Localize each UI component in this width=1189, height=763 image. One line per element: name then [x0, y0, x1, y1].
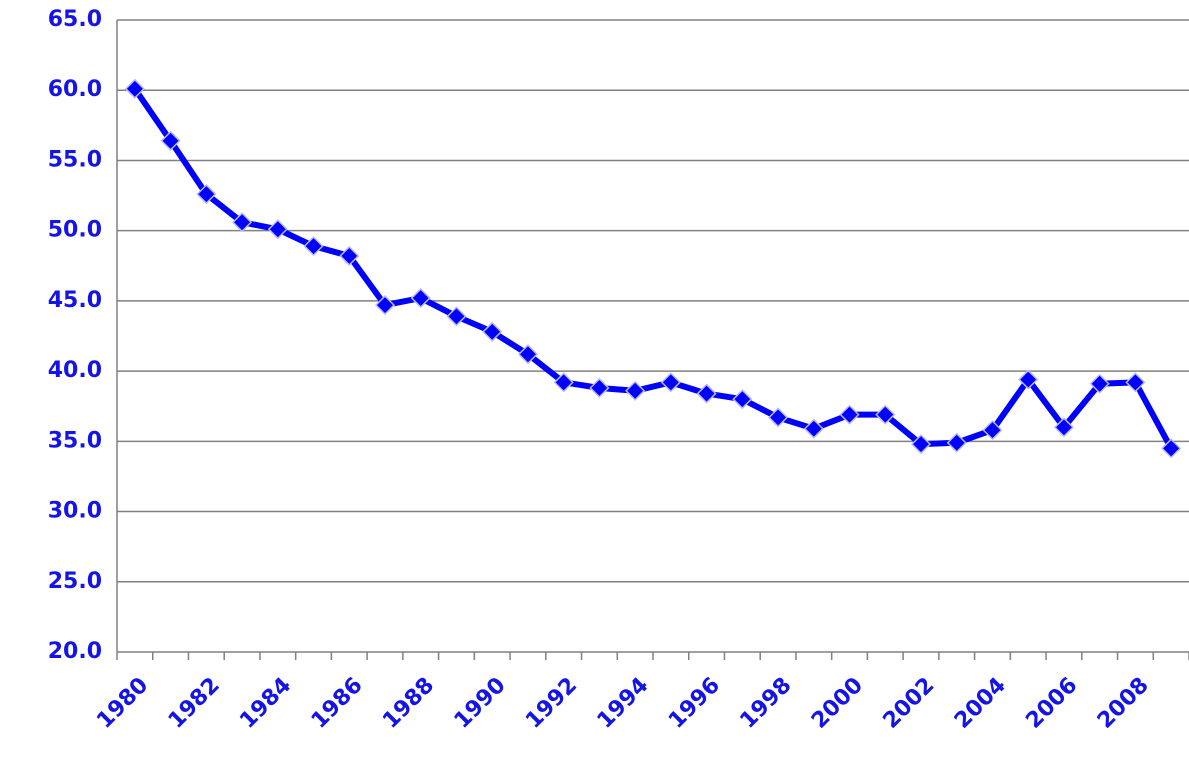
- data-marker: [482, 321, 503, 342]
- data-marker: [839, 404, 860, 425]
- data-marker: [160, 130, 181, 151]
- data-marker: [732, 389, 753, 410]
- y-tick-label: 25.0: [48, 569, 102, 594]
- x-tick-label: 1998: [736, 673, 797, 734]
- data-marker: [517, 344, 538, 365]
- data-marker: [124, 78, 145, 99]
- y-tick-label: 40.0: [48, 358, 102, 383]
- data-marker: [303, 236, 324, 257]
- x-tick-label: 1990: [450, 673, 511, 734]
- y-tick-label: 60.0: [48, 77, 102, 102]
- data-marker: [910, 434, 932, 455]
- x-tick-label: 1982: [164, 673, 225, 734]
- y-tick-label: 65.0: [48, 7, 102, 32]
- y-tick-label: 35.0: [48, 428, 102, 453]
- y-tick-label: 55.0: [48, 147, 102, 172]
- data-marker: [625, 380, 646, 401]
- data-marker: [803, 418, 824, 439]
- data-marker: [232, 212, 253, 233]
- data-marker: [1018, 369, 1039, 390]
- data-marker: [196, 184, 217, 205]
- x-tick-label: 2008: [1093, 673, 1154, 734]
- data-marker: [589, 377, 610, 399]
- data-marker: [660, 372, 681, 393]
- x-tick-label: 2004: [950, 673, 1011, 734]
- y-tick-label: 50.0: [48, 218, 102, 243]
- x-tick-label: 1980: [92, 673, 153, 734]
- data-line: [132, 87, 1174, 450]
- data-marker: [553, 372, 574, 393]
- data-marker: [1053, 417, 1074, 438]
- x-tick-label: 1994: [593, 673, 654, 734]
- data-marker: [946, 432, 967, 453]
- y-tick-label: 20.0: [48, 639, 102, 664]
- data-marker: [768, 407, 789, 428]
- data-marker: [446, 306, 467, 327]
- data-marker: [696, 383, 717, 404]
- x-tick-label: 1986: [307, 673, 368, 734]
- x-tick-label: 2002: [879, 673, 940, 734]
- data-marker: [1089, 373, 1110, 394]
- data-marker: [339, 245, 360, 267]
- x-tick-label: 1984: [235, 673, 296, 734]
- y-tick-label: 45.0: [48, 288, 102, 313]
- y-tick-label: 30.0: [48, 499, 102, 524]
- data-marker: [982, 420, 1003, 441]
- data-marker: [1161, 438, 1182, 459]
- x-tick-label: 1992: [521, 673, 582, 734]
- data-marker: [374, 295, 396, 316]
- data-marker: [1125, 372, 1146, 393]
- data-marker: [267, 219, 288, 240]
- x-tick-label: 1996: [664, 673, 725, 734]
- x-tick-label: 1988: [378, 673, 439, 734]
- data-marker: [410, 288, 431, 309]
- x-tick-label: 2006: [1021, 673, 1082, 734]
- x-tick-label: 2000: [807, 673, 868, 734]
- data-marker: [875, 404, 896, 425]
